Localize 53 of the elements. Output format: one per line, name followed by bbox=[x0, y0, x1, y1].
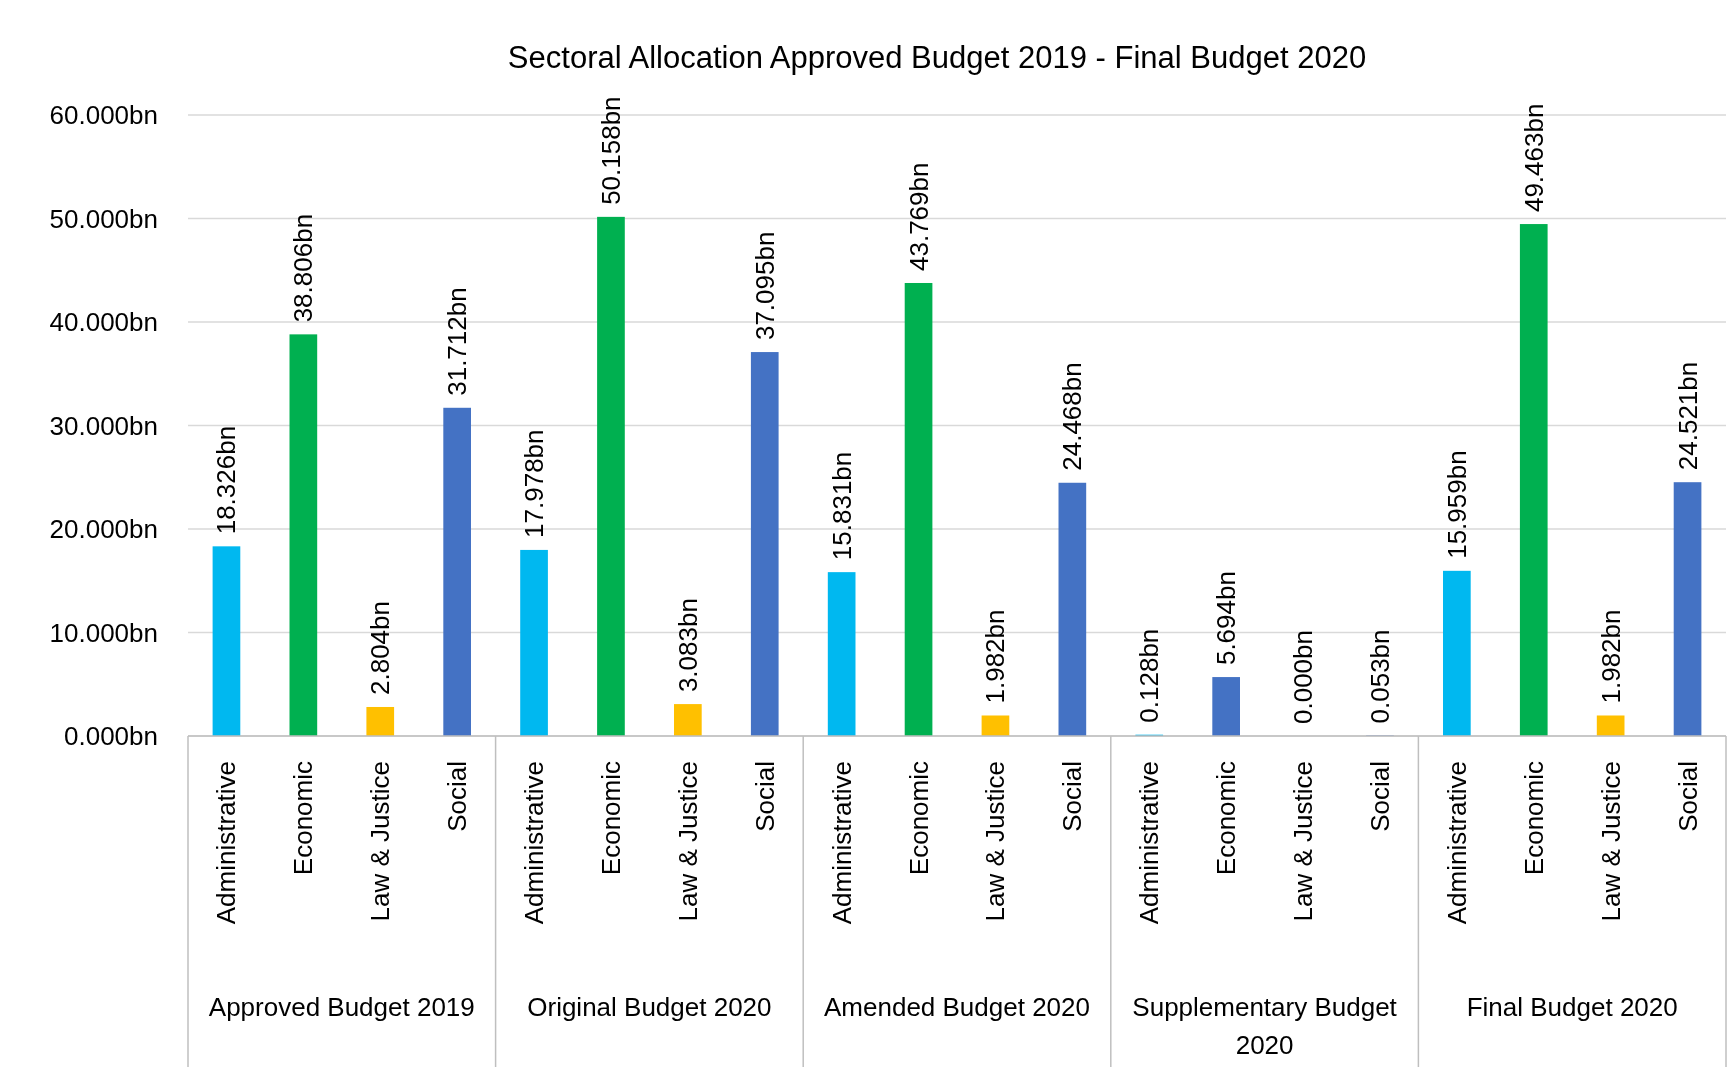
data-label: 24.468bn bbox=[1057, 362, 1088, 471]
text: Approved Budget 2019 bbox=[208, 992, 475, 1022]
x-tick-label: Law & Justice bbox=[672, 761, 703, 922]
data-label: 2.804bn bbox=[365, 600, 396, 695]
data-label: 49.463bn bbox=[1518, 103, 1549, 213]
data-label: 0.128bn bbox=[1134, 628, 1165, 723]
x-tick-label: Social bbox=[1364, 761, 1395, 832]
data-label: 15.831bn bbox=[826, 451, 857, 561]
data-label: 1.982bn bbox=[980, 609, 1011, 704]
y-tick-label: 30.000bn bbox=[49, 410, 158, 441]
x-tick-label: Economic bbox=[903, 761, 934, 876]
x-tick-label: Administrative bbox=[1441, 761, 1472, 925]
x-tick-label: Law & Justice bbox=[1288, 761, 1319, 922]
data-label: 0.000bn bbox=[1288, 630, 1319, 724]
x-tick-label: Economic bbox=[595, 761, 626, 876]
y-tick-label: 50.000bn bbox=[49, 203, 158, 234]
y-tick-label: 0.000bn bbox=[64, 721, 158, 752]
text: Supplementary Budget 2020 bbox=[1132, 992, 1398, 1060]
x-tick-label: Administrative bbox=[826, 761, 857, 925]
data-label: 50.158bn bbox=[595, 96, 626, 205]
y-tick-label: 60.000bn bbox=[49, 100, 158, 131]
data-label: 3.083bn bbox=[672, 598, 703, 693]
chart-title: Sectoral Allocation Approved Budget 2019 - Final Budget 2020 bbox=[507, 40, 1367, 75]
data-label: 18.326bn bbox=[211, 425, 242, 535]
x-tick-label: Administrative bbox=[211, 761, 242, 925]
text: Amended Budget 2020 bbox=[824, 992, 1090, 1022]
x-tick-label: Law & Justice bbox=[365, 761, 396, 922]
data-label: 1.982bn bbox=[1595, 609, 1626, 704]
data-label: 5.694bn bbox=[1211, 571, 1242, 666]
x-tick-label: Social bbox=[1672, 761, 1703, 832]
text: Original Budget 2020 bbox=[527, 992, 772, 1022]
data-label: 24.521bn bbox=[1672, 361, 1703, 471]
data-label: 31.712bn bbox=[442, 287, 473, 396]
data-label: 43.769bn bbox=[903, 162, 934, 271]
x-tick-label: Social bbox=[1057, 761, 1088, 832]
y-tick-label: 40.000bn bbox=[49, 307, 158, 338]
x-tick-label: Economic bbox=[288, 761, 319, 876]
data-label: 37.095bn bbox=[749, 231, 780, 341]
text: Final Budget 2020 bbox=[1466, 992, 1678, 1022]
data-label: 17.978bn bbox=[519, 429, 550, 538]
data-label: 0.053bn bbox=[1364, 629, 1395, 724]
data-label: 15.959bn bbox=[1441, 450, 1472, 559]
x-tick-label: Law & Justice bbox=[980, 761, 1011, 922]
x-tick-label: Law & Justice bbox=[1595, 761, 1626, 922]
x-tick-label: Social bbox=[442, 761, 473, 832]
x-tick-label: Administrative bbox=[519, 761, 550, 925]
x-tick-label: Administrative bbox=[1134, 761, 1165, 925]
x-tick-label: Social bbox=[749, 761, 780, 832]
y-tick-label: 10.000bn bbox=[49, 617, 158, 648]
data-label: 38.806bn bbox=[288, 213, 319, 323]
x-tick-label: Economic bbox=[1211, 761, 1242, 876]
x-tick-label: Economic bbox=[1518, 761, 1549, 876]
y-tick-label: 20.000bn bbox=[49, 514, 158, 545]
